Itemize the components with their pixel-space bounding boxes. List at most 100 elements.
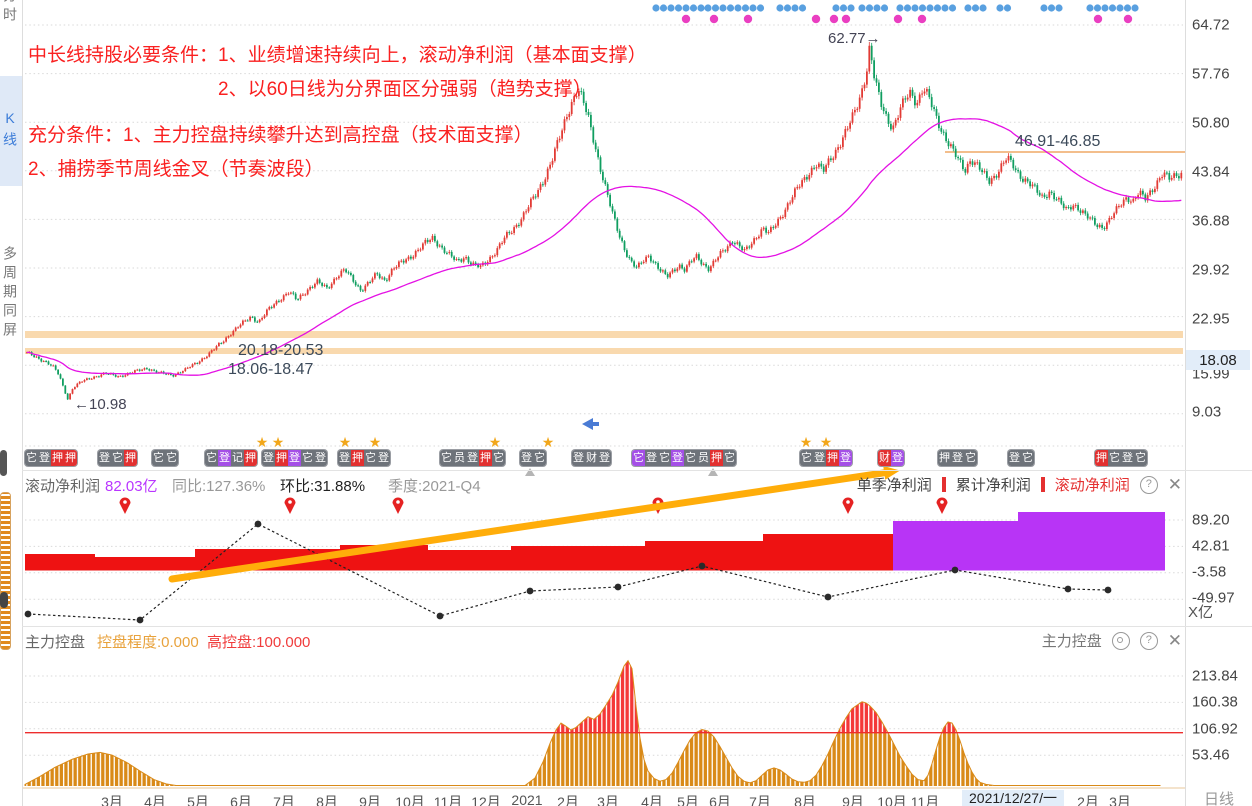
legend-rolling-profit[interactable]: 滚动净利润 bbox=[1054, 477, 1130, 494]
news-badge[interactable]: 登 bbox=[218, 450, 231, 466]
control-axis-label: 106.92 bbox=[1192, 720, 1238, 738]
control-legend: 主力控盘 ? ✕ bbox=[1042, 630, 1182, 651]
news-badge[interactable]: 登 bbox=[98, 450, 111, 466]
news-badge[interactable]: 登 bbox=[466, 450, 479, 466]
news-badge[interactable]: 它 bbox=[492, 450, 505, 466]
news-badge[interactable]: 押 bbox=[1095, 450, 1108, 466]
news-badge[interactable]: 它 bbox=[165, 450, 178, 466]
help-icon[interactable]: ? bbox=[1139, 631, 1158, 650]
news-badge-group[interactable]: 登财登 bbox=[572, 450, 611, 466]
star-marker-icon[interactable]: ★ bbox=[799, 434, 813, 450]
news-badge[interactable]: 押 bbox=[826, 450, 839, 466]
news-badge[interactable]: 登 bbox=[288, 450, 301, 466]
news-badge-group[interactable]: 它员登押它 bbox=[440, 450, 505, 466]
news-badge[interactable]: 押 bbox=[275, 450, 288, 466]
news-badge-group[interactable]: 它登押押 bbox=[25, 450, 77, 466]
news-badge[interactable]: 登 bbox=[262, 450, 275, 466]
gear-icon[interactable] bbox=[1111, 631, 1130, 650]
news-badge[interactable]: 它 bbox=[658, 450, 671, 466]
panel-drag-handle[interactable] bbox=[0, 450, 7, 476]
news-badge[interactable]: 押 bbox=[124, 450, 137, 466]
star-marker-icon[interactable]: ★ bbox=[368, 434, 382, 450]
period-label[interactable]: 日线 bbox=[1204, 791, 1235, 806]
news-badge[interactable]: 登 bbox=[1121, 450, 1134, 466]
news-badge[interactable]: 它 bbox=[533, 450, 546, 466]
time-axis-label: 4月 bbox=[641, 794, 663, 806]
news-badge[interactable]: 登 bbox=[572, 450, 585, 466]
news-badge-group[interactable]: 财登 bbox=[878, 450, 904, 466]
star-marker-icon[interactable]: ★ bbox=[271, 434, 285, 450]
news-badge[interactable]: 押 bbox=[51, 450, 64, 466]
close-icon[interactable]: ✕ bbox=[1167, 630, 1182, 650]
news-badge[interactable]: 记 bbox=[231, 450, 244, 466]
news-badge-group[interactable]: 它登记押 bbox=[205, 450, 257, 466]
sidebar-item-multi-period[interactable]: 多周期同屏 bbox=[2, 246, 18, 341]
news-badge[interactable]: 财 bbox=[878, 450, 891, 466]
star-marker-icon[interactable]: ★ bbox=[488, 434, 502, 450]
news-badge[interactable]: 它 bbox=[1021, 450, 1034, 466]
news-badge[interactable]: 它 bbox=[632, 450, 645, 466]
star-marker-icon[interactable]: ★ bbox=[819, 434, 833, 450]
legend-cumulative-profit[interactable]: 累计净利润 bbox=[955, 477, 1031, 494]
news-badge[interactable]: 登 bbox=[951, 450, 964, 466]
news-badge[interactable]: 它 bbox=[25, 450, 38, 466]
scrollbar-knob[interactable] bbox=[0, 592, 8, 608]
legend-single-quarter-profit[interactable]: 单季净利润 bbox=[856, 477, 932, 494]
news-badge[interactable]: 员 bbox=[453, 450, 466, 466]
news-badge[interactable]: 财 bbox=[585, 450, 598, 466]
news-badge[interactable]: 押 bbox=[479, 450, 492, 466]
news-badge-group[interactable]: 登押登它登 bbox=[262, 450, 327, 466]
news-badge[interactable]: 登 bbox=[891, 450, 904, 466]
news-badge[interactable]: 它 bbox=[1108, 450, 1121, 466]
sidebar-item-kline[interactable]: K线 bbox=[0, 76, 22, 186]
news-badge[interactable]: 它 bbox=[684, 450, 697, 466]
news-badge[interactable]: 员 bbox=[697, 450, 710, 466]
news-badge-group[interactable]: 登押它登 bbox=[338, 450, 390, 466]
news-badge[interactable]: 它 bbox=[1134, 450, 1147, 466]
news-badge[interactable]: 它 bbox=[111, 450, 124, 466]
news-badge[interactable]: 押 bbox=[710, 450, 723, 466]
news-badge[interactable]: 押 bbox=[938, 450, 951, 466]
news-badge-group[interactable]: 它登押登 bbox=[800, 450, 852, 466]
news-badge-group[interactable]: 它它 bbox=[152, 450, 178, 466]
news-badge[interactable]: 它 bbox=[800, 450, 813, 466]
news-badge[interactable]: 登 bbox=[671, 450, 684, 466]
time-axis-label: 3月 bbox=[101, 794, 123, 806]
news-badge-group[interactable]: 押登它 bbox=[938, 450, 977, 466]
star-marker-icon[interactable]: ★ bbox=[255, 434, 269, 450]
news-badge[interactable]: 它 bbox=[723, 450, 736, 466]
news-badge[interactable]: 登 bbox=[314, 450, 327, 466]
scrollbar-thumb[interactable] bbox=[0, 492, 11, 650]
news-badge[interactable]: 登 bbox=[1008, 450, 1021, 466]
news-badge-group[interactable]: 登它押 bbox=[98, 450, 137, 466]
news-badge[interactable]: 押 bbox=[244, 450, 257, 466]
help-icon[interactable]: ? bbox=[1139, 475, 1158, 494]
news-badge[interactable]: 它 bbox=[205, 450, 218, 466]
star-marker-icon[interactable]: ★ bbox=[338, 434, 352, 450]
news-badge[interactable]: 它 bbox=[364, 450, 377, 466]
sidebar-item-minute-chart[interactable]: 分时 bbox=[2, 0, 18, 26]
news-badge[interactable]: 它 bbox=[301, 450, 314, 466]
legend-control[interactable]: 主力控盘 bbox=[1041, 633, 1102, 650]
news-badge[interactable]: 登 bbox=[813, 450, 826, 466]
news-badge[interactable]: 登 bbox=[520, 450, 533, 466]
news-badge[interactable]: 登 bbox=[598, 450, 611, 466]
news-badge[interactable]: 登 bbox=[38, 450, 51, 466]
star-marker-icon[interactable]: ★ bbox=[541, 434, 555, 450]
news-badge[interactable]: 登 bbox=[338, 450, 351, 466]
news-badge-group[interactable]: 登它 bbox=[1008, 450, 1034, 466]
news-badge[interactable]: 登 bbox=[839, 450, 852, 466]
news-badge[interactable]: 它 bbox=[440, 450, 453, 466]
news-badge[interactable]: 它 bbox=[964, 450, 977, 466]
news-badge-group[interactable]: 押它登它 bbox=[1095, 450, 1147, 466]
profit-value: 82.03亿 bbox=[105, 478, 158, 495]
news-badge-group[interactable]: 登它 bbox=[520, 450, 546, 466]
news-badge[interactable]: 押 bbox=[64, 450, 77, 466]
news-badge[interactable]: 登 bbox=[645, 450, 658, 466]
news-badge[interactable]: 登 bbox=[377, 450, 390, 466]
news-badge[interactable]: 押 bbox=[351, 450, 364, 466]
close-icon[interactable]: ✕ bbox=[1167, 474, 1182, 494]
news-badge-group[interactable]: 它登它登它员押它 bbox=[632, 450, 736, 466]
news-badge[interactable]: 它 bbox=[152, 450, 165, 466]
